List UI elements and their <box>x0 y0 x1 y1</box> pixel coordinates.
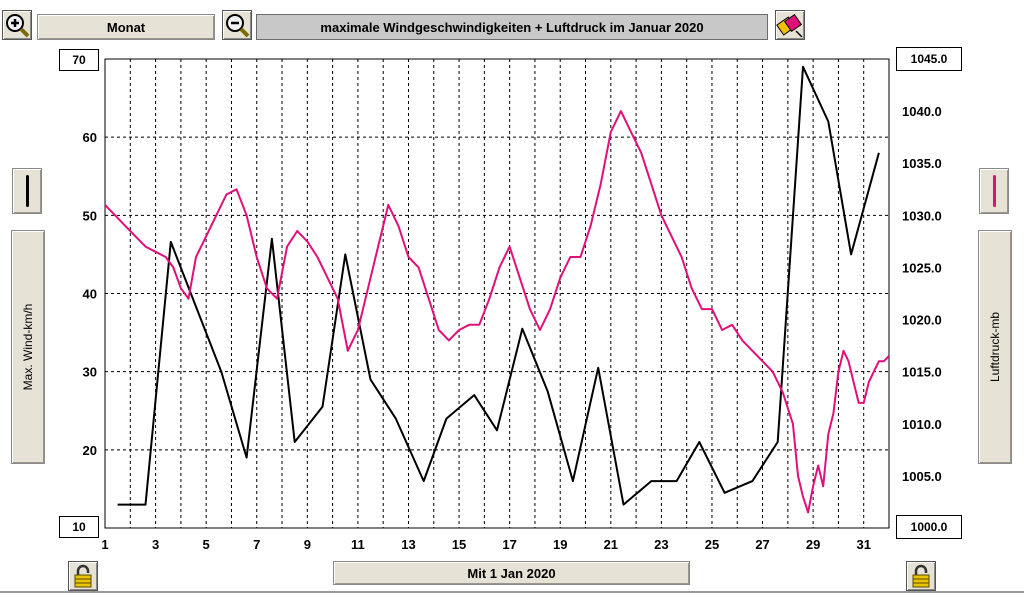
y-right-tick-label: 1030.0 <box>902 208 942 223</box>
x-tick-label: 19 <box>553 537 567 552</box>
left-axis-max[interactable]: 70 <box>59 49 99 71</box>
period-button[interactable]: Monat <box>37 14 215 40</box>
x-tick-label: 17 <box>502 537 516 552</box>
zoom-in-button[interactable] <box>2 10 32 40</box>
y-right-tick-label: 1025.0 <box>902 260 942 275</box>
left-axis-min[interactable]: 10 <box>59 516 99 538</box>
status-divider <box>0 591 1024 593</box>
x-tick-label: 29 <box>806 537 820 552</box>
x-tick-label: 11 <box>351 537 365 552</box>
padlock-icon <box>912 564 930 588</box>
y-left-tick-label: 60 <box>83 130 97 145</box>
x-tick-label: 15 <box>452 537 466 552</box>
y-left-tick-label: 40 <box>83 287 97 302</box>
y-right-tick-label: 1020.0 <box>902 313 942 328</box>
right-axis-max[interactable]: 1045.0 <box>896 47 962 71</box>
lock-left-button[interactable] <box>68 561 98 591</box>
x-tick-label: 23 <box>654 537 668 552</box>
right-axis-min[interactable]: 1000.0 <box>896 515 962 539</box>
right-axis-min-value: 1000.0 <box>910 520 948 534</box>
right-axis-max-value: 1045.0 <box>910 52 948 66</box>
y-right-tick-label: 1035.0 <box>902 156 942 171</box>
magnifier-minus-icon <box>226 14 250 38</box>
wind-series-toggle[interactable] <box>12 168 42 214</box>
x-tick-label: 25 <box>705 537 719 552</box>
right-axis-label-button[interactable]: Luftdruck-mb <box>978 230 1012 464</box>
chart-title-text: maximale Windgeschwindigkeiten + Luftdru… <box>320 19 704 35</box>
left-axis-label-button[interactable]: Max. Wind-km/h <box>11 230 45 464</box>
pressure-series-swatch <box>993 175 996 207</box>
padlock-icon <box>74 564 92 588</box>
y-right-tick-label: 1040.0 <box>902 104 942 119</box>
date-navigation-button[interactable]: Mit 1 Jan 2020 <box>333 561 690 585</box>
pressure-series-line <box>104 110 890 514</box>
period-label: Monat <box>106 19 146 35</box>
left-axis-min-value: 10 <box>72 520 86 534</box>
pressure-series-toggle[interactable] <box>979 168 1009 214</box>
x-tick-label: 1 <box>101 537 108 552</box>
wind-series-swatch <box>26 175 29 207</box>
x-tick-label: 9 <box>304 537 311 552</box>
x-tick-label: 13 <box>401 537 415 552</box>
x-tick-label: 21 <box>604 537 618 552</box>
left-axis-max-value: 70 <box>72 53 86 67</box>
date-label: Mit 1 Jan 2020 <box>467 565 556 581</box>
x-tick-label: 3 <box>152 537 159 552</box>
magnifier-plus-icon <box>6 14 30 38</box>
wind-series-line <box>117 65 880 506</box>
x-tick-label: 7 <box>253 537 260 552</box>
eraser-print-icon <box>776 13 803 38</box>
lock-right-button[interactable] <box>906 561 936 591</box>
y-left-tick-label: 20 <box>83 443 97 458</box>
y-right-tick-label: 1005.0 <box>902 469 942 484</box>
x-tick-label: 5 <box>203 537 210 552</box>
zoom-out-button[interactable] <box>222 10 252 40</box>
y-right-tick-label: 1010.0 <box>902 417 942 432</box>
chart-title: maximale Windgeschwindigkeiten + Luftdru… <box>256 14 768 40</box>
y-left-tick-label: 30 <box>83 365 97 380</box>
print-button[interactable] <box>775 10 805 40</box>
y-left-tick-label: 50 <box>83 208 97 223</box>
x-tick-label: 31 <box>856 537 870 552</box>
y-right-tick-label: 1015.0 <box>902 365 942 380</box>
x-tick-label: 27 <box>755 537 769 552</box>
